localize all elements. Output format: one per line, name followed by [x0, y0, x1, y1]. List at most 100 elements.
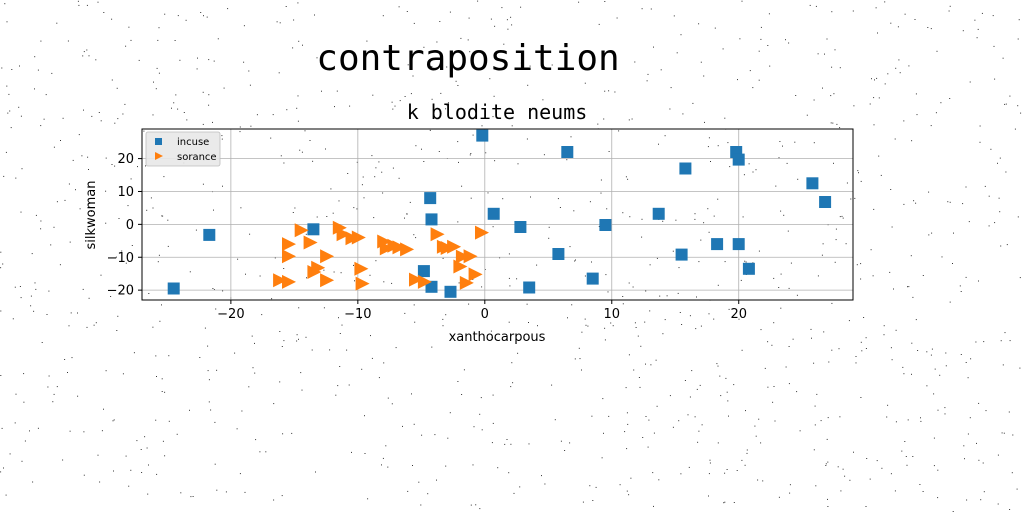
noise-dot — [312, 160, 314, 162]
noise-dot — [56, 22, 58, 24]
noise-dot — [645, 363, 646, 365]
noise-dot — [248, 386, 250, 388]
noise-dot — [4, 3, 6, 5]
noise-dot — [31, 253, 33, 255]
noise-dot — [708, 473, 710, 475]
noise-dot — [140, 449, 142, 450]
noise-dot — [493, 95, 495, 97]
noise-dot — [854, 197, 856, 199]
noise-dot — [190, 496, 192, 498]
noise-dot — [757, 479, 759, 481]
noise-dot — [699, 384, 701, 386]
noise-dot — [1001, 432, 1003, 434]
noise-dot — [913, 200, 915, 202]
noise-dot — [19, 286, 21, 287]
noise-dot — [128, 485, 130, 487]
noise-dot — [30, 305, 32, 307]
noise-dot — [559, 207, 561, 208]
noise-dot — [626, 490, 628, 492]
noise-dot — [1000, 340, 1002, 342]
noise-dot — [792, 338, 794, 340]
noise-dot — [325, 148, 326, 150]
noise-dot — [323, 307, 325, 309]
noise-dot — [988, 225, 990, 227]
noise-dot — [298, 307, 300, 309]
noise-dot — [148, 464, 149, 466]
noise-dot — [833, 93, 835, 95]
noise-dot — [338, 200, 340, 202]
sorance-point — [447, 239, 462, 254]
noise-dot — [40, 228, 42, 230]
noise-dot — [60, 140, 61, 141]
noise-dot — [176, 433, 178, 435]
legend-label-incuse: incuse — [177, 137, 209, 148]
noise-dot — [37, 427, 39, 429]
noise-dot — [548, 237, 550, 239]
sorance-point — [475, 225, 489, 240]
noise-dot — [382, 192, 384, 194]
noise-dot — [114, 165, 116, 167]
noise-dot — [846, 182, 848, 184]
noise-dot — [214, 463, 216, 465]
noise-dot — [6, 21, 8, 23]
noise-dot — [294, 207, 296, 209]
noise-dot — [97, 1, 99, 3]
noise-dot — [979, 141, 981, 143]
noise-dot — [941, 256, 943, 258]
noise-dot — [694, 213, 696, 215]
noise-dot — [841, 215, 843, 217]
noise-dot — [861, 350, 863, 352]
noise-dot — [689, 315, 691, 317]
noise-dot — [848, 320, 850, 322]
noise-dot — [796, 391, 798, 393]
noise-dot — [728, 415, 729, 417]
noise-dot — [916, 114, 918, 116]
incuse-point — [424, 192, 437, 205]
noise-dot — [724, 261, 726, 263]
noise-dot — [710, 161, 711, 162]
noise-dot — [249, 84, 251, 86]
noise-dot — [752, 171, 754, 173]
noise-dot — [125, 262, 127, 264]
noise-dot — [167, 245, 169, 247]
noise-dot — [652, 472, 654, 474]
noise-dot — [1004, 332, 1006, 334]
noise-dot — [192, 496, 194, 497]
noise-dot — [223, 87, 225, 89]
noise-dot — [878, 97, 880, 99]
noise-dot — [33, 310, 35, 312]
noise-dot — [566, 159, 568, 161]
noise-dot — [648, 419, 650, 421]
noise-dot — [528, 443, 530, 445]
noise-dot — [414, 321, 416, 323]
noise-dot — [1004, 103, 1006, 105]
noise-dot — [315, 471, 316, 473]
noise-dot — [202, 183, 204, 185]
noise-dot — [152, 114, 154, 116]
noise-dot — [156, 473, 158, 475]
noise-dot — [830, 95, 832, 97]
noise-dot — [835, 239, 837, 241]
noise-dot — [738, 318, 740, 320]
noise-dot — [410, 93, 412, 95]
noise-dot — [68, 325, 70, 327]
noise-dot — [571, 304, 573, 306]
sorance-point — [417, 274, 432, 289]
noise-dot — [914, 19, 916, 20]
noise-dot — [412, 75, 414, 77]
noise-dot — [162, 215, 164, 217]
noise-dot — [299, 149, 301, 151]
noise-dot — [936, 50, 938, 52]
noise-dot — [536, 264, 538, 266]
noise-dot — [199, 357, 201, 358]
noise-dot — [653, 432, 655, 434]
x-tick-label: 20 — [730, 307, 747, 322]
noise-dot — [338, 317, 339, 319]
noise-dot — [136, 440, 138, 442]
noise-dot — [876, 77, 878, 79]
incuse-point — [417, 265, 430, 278]
noise-dot — [1019, 277, 1021, 279]
noise-dot — [255, 439, 257, 441]
noise-dot — [628, 354, 630, 356]
noise-dot — [788, 42, 790, 44]
